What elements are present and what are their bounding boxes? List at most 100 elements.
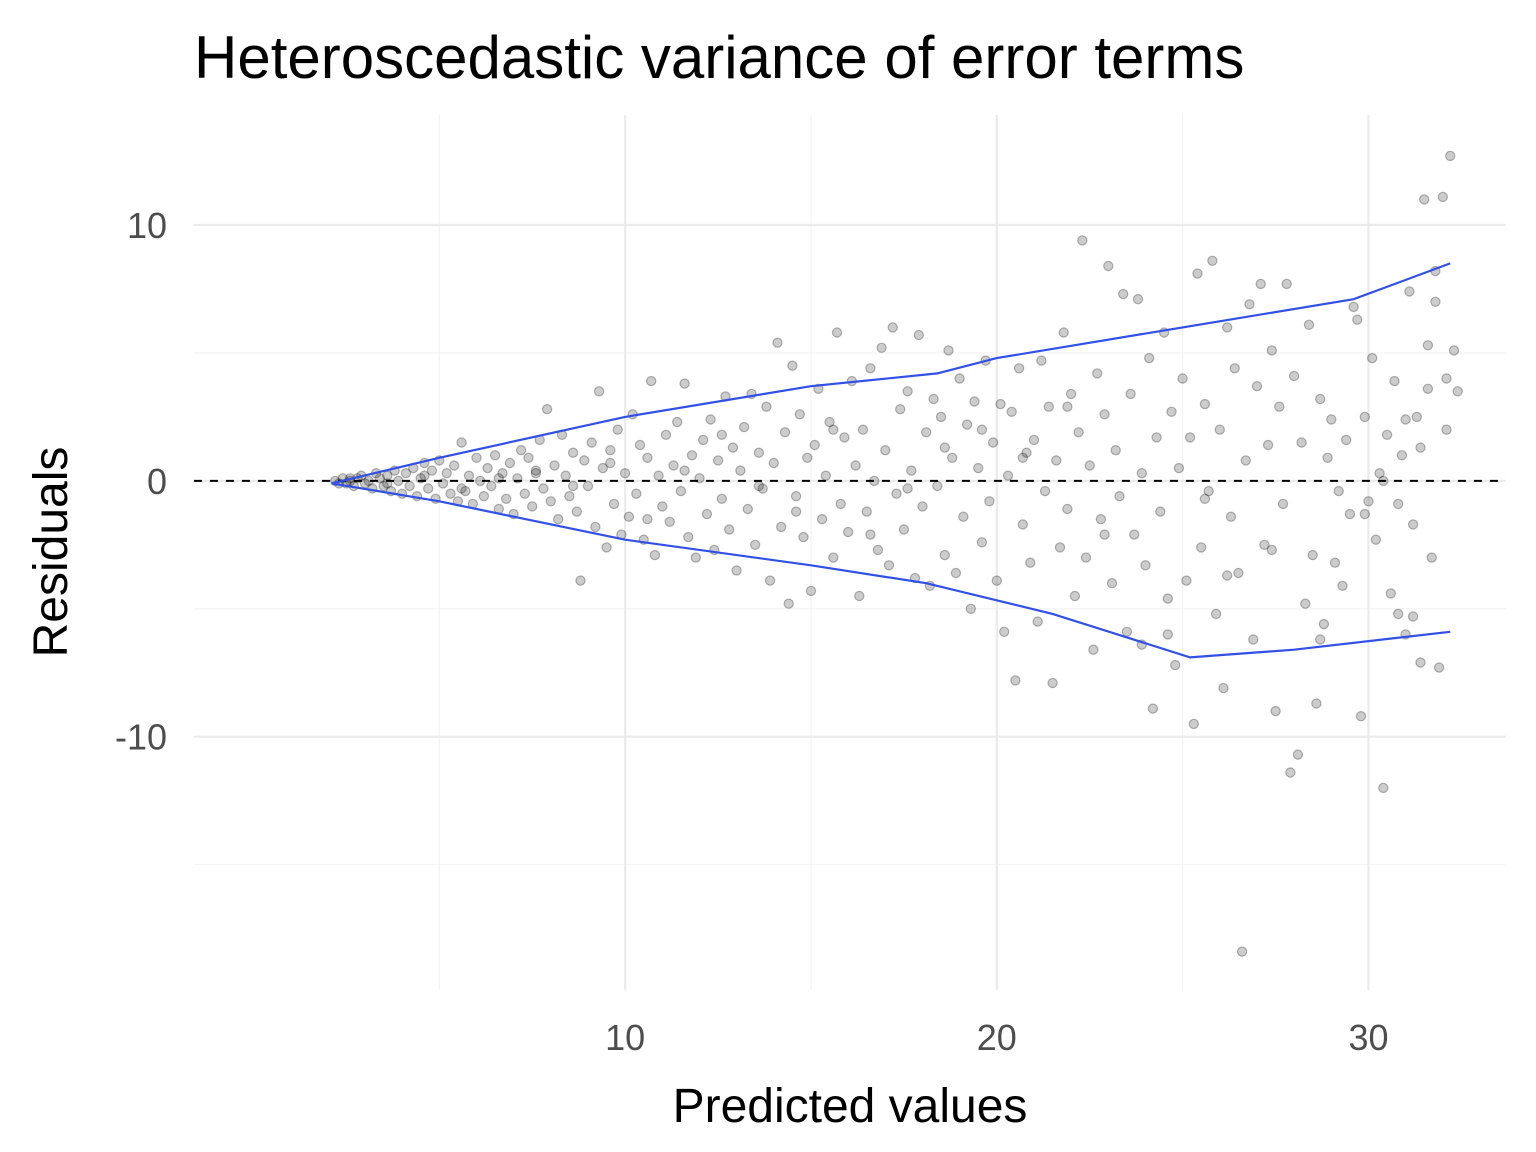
data-point [475, 475, 486, 487]
data-point [991, 575, 1003, 586]
data-point [423, 483, 434, 494]
data-point [917, 501, 928, 512]
data-point [486, 480, 497, 492]
data-point [1318, 618, 1330, 630]
data-point [902, 386, 913, 397]
data-point [1422, 383, 1434, 394]
data-point [716, 493, 728, 504]
data-point [731, 565, 742, 576]
data-point [1274, 401, 1285, 412]
data-point [571, 506, 583, 517]
data-point [1344, 508, 1356, 520]
data-point [1277, 498, 1289, 510]
data-point [802, 452, 813, 463]
data-point [1140, 560, 1151, 571]
data-point [735, 465, 746, 476]
data-point [527, 501, 538, 512]
data-point [1303, 319, 1315, 330]
data-point [950, 567, 962, 579]
data-point [538, 483, 549, 494]
data-point [619, 468, 631, 479]
data-point [969, 396, 980, 407]
data-point [660, 429, 672, 440]
data-point [976, 424, 988, 435]
data-point [1125, 388, 1136, 400]
y-axis-title: Residuals [25, 447, 78, 658]
data-point [530, 468, 542, 479]
data-point [1077, 235, 1088, 246]
data-point [787, 360, 798, 371]
data-point [1121, 626, 1133, 638]
data-point [779, 427, 791, 438]
data-point [657, 501, 668, 512]
data-point [753, 447, 765, 458]
data-point [668, 460, 679, 471]
data-point [902, 483, 913, 494]
y-tick-label: 10 [127, 205, 167, 246]
data-point [1296, 437, 1307, 448]
data-point [761, 401, 772, 412]
data-point [1415, 442, 1426, 453]
grid [194, 115, 1506, 990]
data-point [582, 480, 594, 492]
data-point [828, 424, 839, 435]
chart-title: Heteroscedastic variance of error terms [194, 24, 1244, 91]
data-point [437, 478, 449, 489]
data-point [1088, 644, 1099, 655]
data-point [649, 549, 661, 561]
data-point [1221, 322, 1233, 333]
data-point [363, 475, 374, 487]
data-point [489, 450, 501, 461]
data-point [727, 442, 739, 453]
data-point [690, 552, 702, 563]
data-point [790, 491, 802, 502]
data-point [932, 480, 943, 492]
data-point [1043, 401, 1055, 412]
data-point [1307, 549, 1318, 561]
y-tick-label: -10 [115, 717, 167, 758]
data-point [642, 514, 653, 525]
data-point [943, 345, 954, 356]
data-point [772, 337, 783, 348]
data-point [1058, 327, 1069, 338]
data-point [1155, 506, 1166, 517]
data-point [441, 468, 452, 479]
data-point [1441, 424, 1452, 435]
data-point [1002, 470, 1014, 481]
data-point [1363, 496, 1374, 507]
data-point [426, 465, 438, 476]
data-point [831, 327, 843, 338]
data-point [850, 460, 861, 471]
data-point [501, 493, 512, 504]
data-point [1051, 455, 1062, 466]
data-point [1248, 634, 1259, 645]
data-point [883, 560, 895, 571]
data-point [1225, 511, 1237, 522]
data-point [586, 437, 597, 448]
data-point [768, 457, 780, 469]
data-point [1099, 409, 1110, 420]
data-point [947, 452, 958, 463]
data-point [1233, 567, 1244, 579]
data-point [698, 434, 709, 446]
data-point [541, 404, 553, 415]
data-point [1143, 352, 1155, 364]
data-point [1188, 718, 1200, 730]
data-point [954, 373, 965, 384]
data-point [623, 511, 635, 522]
data-point [1415, 657, 1426, 668]
data-point [404, 480, 415, 492]
data-point [1110, 445, 1121, 456]
y-tick-label: 0 [147, 461, 167, 502]
data-point [1270, 705, 1281, 717]
data-point [1210, 608, 1222, 620]
data-point [1084, 460, 1095, 471]
data-point [564, 491, 575, 502]
data-point [1236, 946, 1248, 957]
data-point [839, 432, 850, 443]
data-point [1099, 529, 1110, 540]
data-point [724, 524, 735, 535]
data-point [493, 473, 504, 484]
data-point [1359, 411, 1371, 423]
data-point [378, 480, 389, 492]
